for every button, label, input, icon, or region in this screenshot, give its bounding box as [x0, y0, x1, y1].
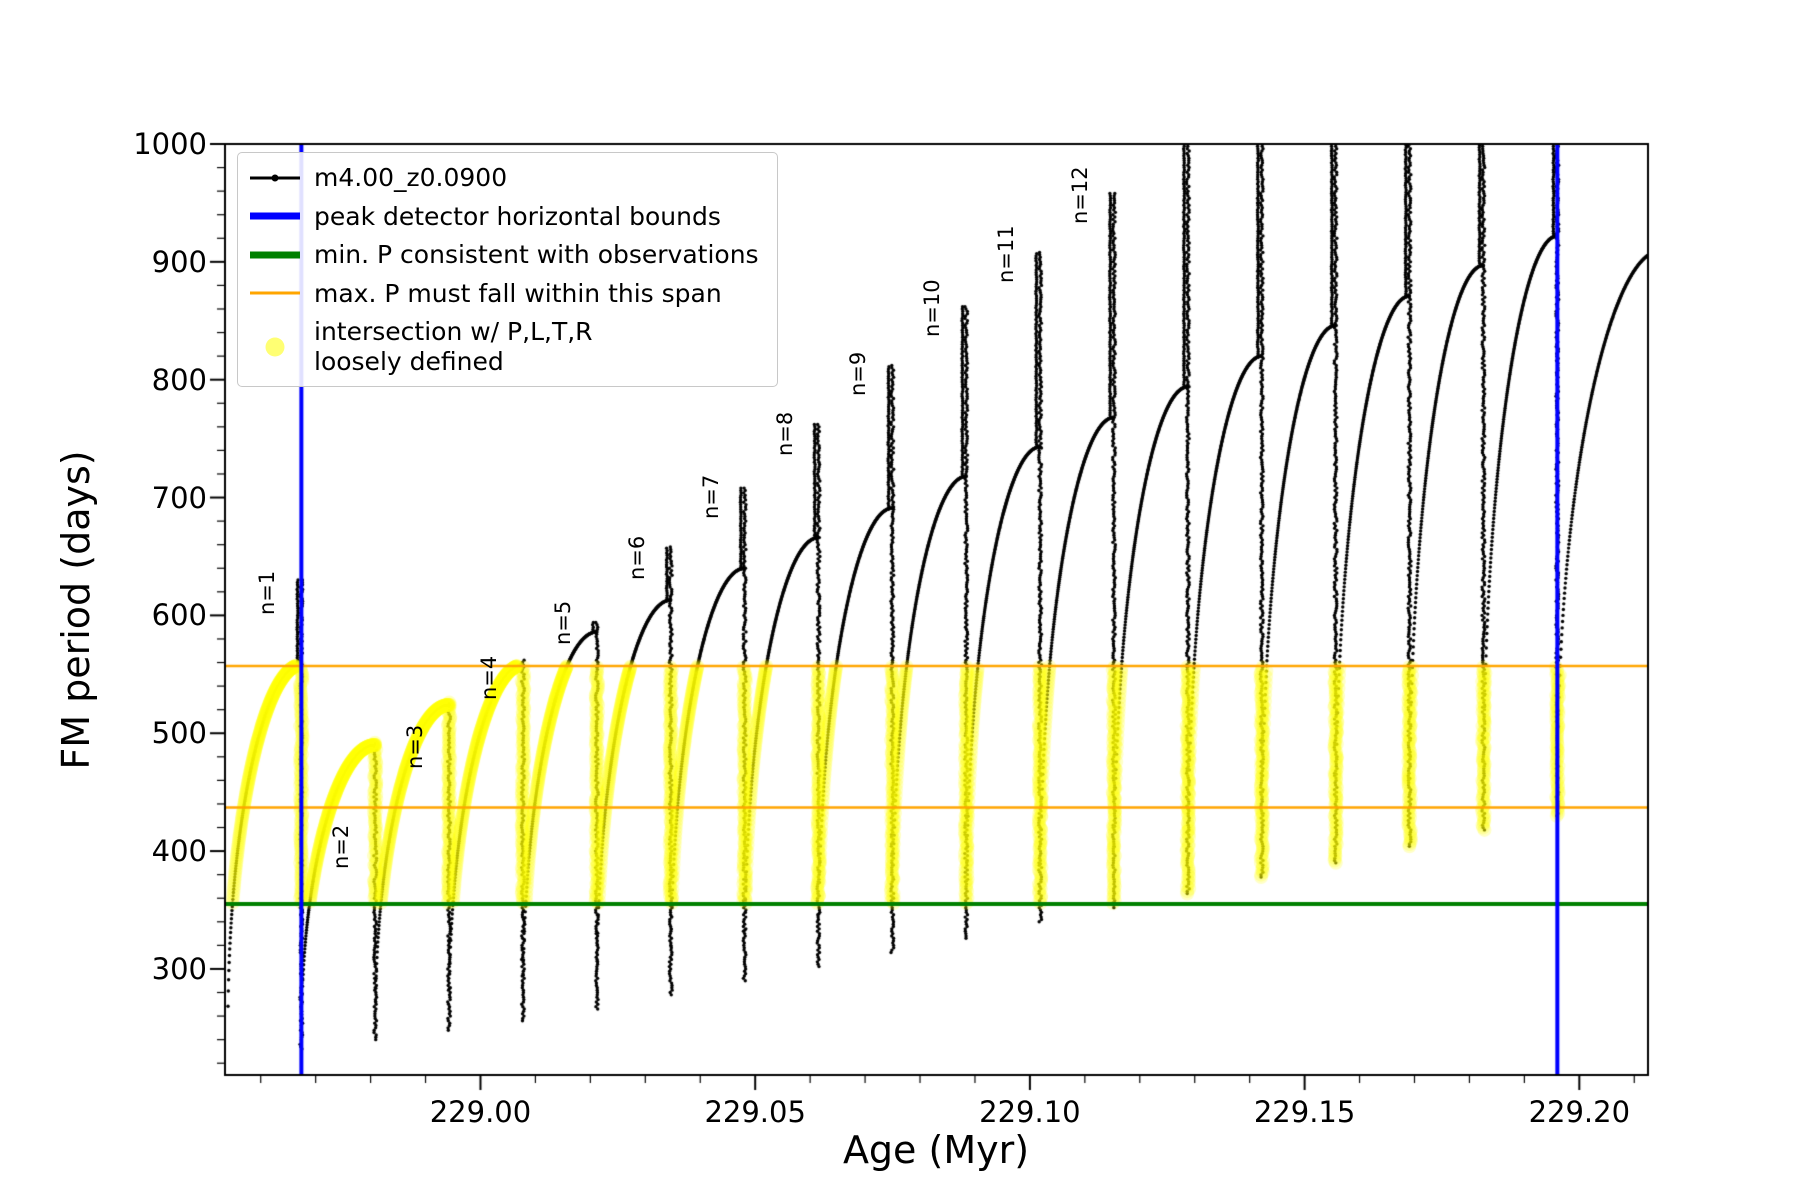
x-axis-label: Age (Myr) [843, 1128, 1029, 1172]
legend-label: max. P must fall within this span [314, 279, 722, 309]
yellow-dot-icon [250, 333, 300, 361]
legend-item-peak-bounds: peak detector horizontal bounds [250, 202, 759, 232]
legend-item-max-p: max. P must fall within this span [250, 279, 759, 309]
pulsation-period-chart: 229.00 229.05 229.10 229.15 229.20 300 400 500 6… [0, 0, 1800, 1200]
legend-label: min. P consistent with observations [314, 240, 759, 270]
legend-item-min-p: min. P consistent with observations [250, 240, 759, 270]
legend: m4.00_z0.0900 peak detector horizontal b… [237, 152, 778, 387]
legend-label: m4.00_z0.0900 [314, 163, 507, 193]
legend-item-series: m4.00_z0.0900 [250, 163, 759, 193]
orange-line-icon [250, 279, 300, 307]
series-line-dot-icon [250, 164, 300, 192]
legend-item-intersection: intersection w/ P,L,T,R loosely defined [250, 317, 759, 376]
green-line-icon [250, 241, 300, 269]
y-axis-label: FM period (days) [54, 450, 98, 769]
blue-line-icon [250, 202, 300, 230]
legend-label: intersection w/ P,L,T,R loosely defined [314, 317, 593, 376]
legend-label: peak detector horizontal bounds [314, 202, 721, 232]
